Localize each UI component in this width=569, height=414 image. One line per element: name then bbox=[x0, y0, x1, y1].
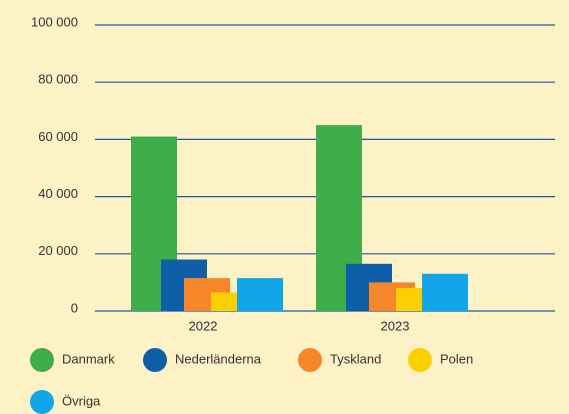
y-tick-label: 80 000 bbox=[38, 72, 78, 87]
legend-label: Polen bbox=[440, 351, 473, 366]
bar bbox=[422, 273, 468, 311]
legend-swatch bbox=[30, 348, 54, 372]
legend-label: Tyskland bbox=[330, 351, 381, 366]
y-tick-label: 20 000 bbox=[38, 243, 78, 258]
legend-swatch bbox=[30, 390, 54, 414]
x-tick-label: 2023 bbox=[381, 318, 410, 333]
y-tick-label: 100 000 bbox=[31, 14, 78, 29]
legend-label: Nederländerna bbox=[175, 351, 262, 366]
legend-label: Övriga bbox=[62, 393, 101, 408]
legend-swatch bbox=[143, 348, 167, 372]
bar bbox=[237, 278, 283, 311]
legend-swatch bbox=[408, 348, 432, 372]
y-tick-label: 60 000 bbox=[38, 129, 78, 144]
legend-swatch bbox=[298, 348, 322, 372]
y-tick-label: 40 000 bbox=[38, 186, 78, 201]
y-tick-label: 0 bbox=[71, 300, 78, 315]
legend-label: Danmark bbox=[62, 351, 115, 366]
x-tick-label: 2022 bbox=[189, 318, 218, 333]
